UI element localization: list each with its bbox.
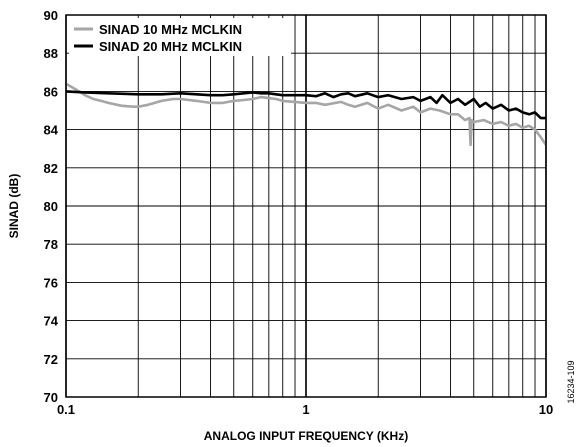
legend-label: SINAD 10 MHz MCLKIN bbox=[99, 22, 242, 37]
y-tick-label: 70 bbox=[44, 390, 58, 405]
y-tick-label: 88 bbox=[44, 46, 58, 61]
y-tick-label: 90 bbox=[44, 8, 58, 23]
y-tick-label: 82 bbox=[44, 161, 58, 176]
x-tick-label: 10 bbox=[539, 402, 553, 417]
series-line-20mhz bbox=[65, 90, 546, 120]
series-line-10mhz bbox=[65, 82, 548, 147]
y-axis-label: SINAD (dB) bbox=[7, 174, 21, 239]
plot-frame bbox=[65, 14, 547, 398]
y-tick-label: 72 bbox=[44, 352, 58, 367]
figure-id: 16234-109 bbox=[566, 360, 576, 403]
grid-lines bbox=[65, 14, 547, 398]
x-axis-label: ANALOG INPUT FREQUENCY (KHz) bbox=[204, 429, 408, 443]
legend-background bbox=[69, 18, 291, 56]
series-layer bbox=[65, 82, 548, 147]
tick-labels: 70 72 74 76 78 80 82 84 86 88 90 0.1 1 10 bbox=[44, 8, 554, 417]
x-tick-label: 1 bbox=[302, 402, 309, 417]
legend-label: SINAD 20 MHz MCLKIN bbox=[99, 39, 242, 54]
x-tick-label: 0.1 bbox=[57, 402, 75, 417]
y-tick-label: 78 bbox=[44, 237, 58, 252]
y-tick-label: 86 bbox=[44, 84, 58, 99]
legend: SINAD 10 MHz MCLKIN SINAD 20 MHz MCLKIN bbox=[69, 18, 291, 56]
y-tick-label: 84 bbox=[44, 123, 59, 138]
y-tick-label: 74 bbox=[44, 314, 59, 329]
y-tick-label: 80 bbox=[44, 199, 58, 214]
y-tick-label: 76 bbox=[44, 275, 58, 290]
